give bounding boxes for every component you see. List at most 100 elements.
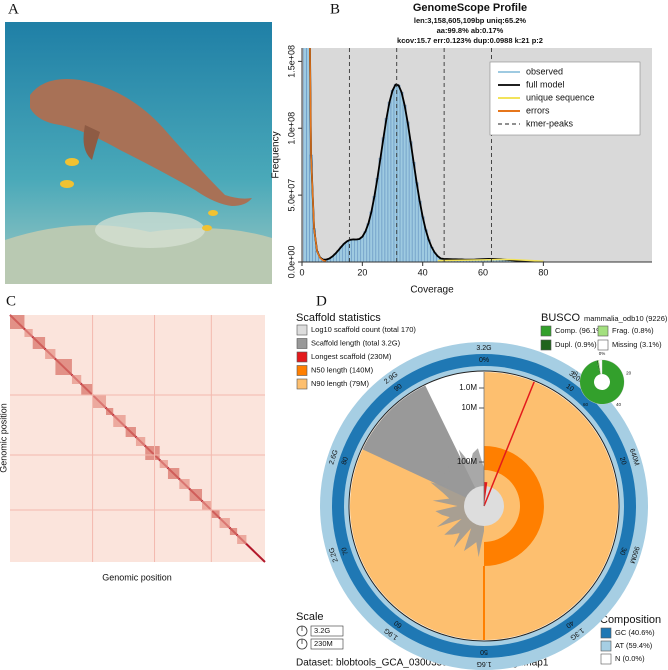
bar xyxy=(351,239,356,262)
ring-label: 1.6G xyxy=(476,660,491,667)
bar xyxy=(399,92,404,262)
photo-dugong xyxy=(30,79,252,206)
percent-label: 60 xyxy=(393,619,404,629)
y-tick-label: 1.0e+08 xyxy=(286,112,296,145)
chart-subtitle: kcov:15.7 err:0.123% dup:0.0988 k:21 p:2 xyxy=(397,36,543,45)
ring-label: 2.6G xyxy=(328,449,339,466)
legend-swatch xyxy=(296,338,308,349)
panel-label: D xyxy=(316,293,327,309)
bar xyxy=(345,240,349,262)
bar xyxy=(306,48,310,262)
chart-subtitle: aa:99.8% ab:0.17% xyxy=(437,26,504,35)
busco-tick-label: 0% xyxy=(599,351,606,356)
legend-label: AT (59.4%) xyxy=(615,641,653,650)
legend-swatch xyxy=(540,325,552,337)
hic-block xyxy=(45,349,56,359)
hic-block xyxy=(92,395,107,408)
legend-label: GC (40.6%) xyxy=(615,628,655,637)
photo-sand-cloud xyxy=(95,212,205,248)
hic-block xyxy=(145,446,160,460)
photo-fish xyxy=(208,210,218,216)
legend-swatch xyxy=(540,339,552,351)
bar xyxy=(402,104,407,262)
legend-label: Scaffold length (total 3.2G) xyxy=(311,338,401,347)
y-axis-label: Frequency xyxy=(271,131,282,178)
bar xyxy=(411,162,416,262)
legend-label: full model xyxy=(526,79,565,89)
panel-label: A xyxy=(8,1,19,17)
scale-box xyxy=(310,638,344,650)
chart-subtitle: len:3,158,605,109bp uniq:65.2% xyxy=(414,16,526,25)
percent-label: 30 xyxy=(618,546,627,556)
hic-block xyxy=(237,535,247,544)
bar xyxy=(405,121,410,262)
percent-label: 0% xyxy=(479,357,489,364)
chart-title: GenomeScope Profile xyxy=(413,2,527,14)
hic-block xyxy=(229,528,238,535)
n50-sector xyxy=(484,446,544,566)
legend-title: Scaffold statistics xyxy=(296,312,381,324)
bar xyxy=(378,157,383,262)
bar xyxy=(381,137,386,262)
busco-tick-label: 80 xyxy=(573,371,579,376)
percent-label: 70 xyxy=(341,546,350,556)
x-tick-label: 60 xyxy=(478,267,488,277)
legend-label: Longest scaffold (230M) xyxy=(311,352,392,361)
legend-label: Log10 scaffold count (total 170) xyxy=(311,325,416,334)
hic-block xyxy=(24,329,33,337)
x-axis-label: Genomic position xyxy=(102,572,172,582)
hic-block xyxy=(219,518,230,528)
hic-block xyxy=(81,384,93,395)
x-tick-label: 0 xyxy=(299,267,304,277)
busco-tick-label: 20 xyxy=(626,371,632,376)
legend-label: Frag. (0.8%) xyxy=(612,326,654,335)
scale-label: 3.2G xyxy=(314,626,330,635)
busco-dataset: mammalia_odb10 (9226) xyxy=(584,314,668,323)
percent-label: 20 xyxy=(618,456,627,466)
bar xyxy=(408,141,413,262)
legend-label: N (0.0%) xyxy=(615,654,645,663)
photo-dugong-flipper xyxy=(83,125,100,160)
bar xyxy=(366,223,371,262)
x-tick-label: 20 xyxy=(357,267,367,277)
series-line xyxy=(437,258,544,262)
hic-block xyxy=(125,427,136,437)
hic-block xyxy=(55,359,72,375)
hic-block xyxy=(202,501,212,510)
busco-segment xyxy=(597,360,601,375)
legend-label: N50 length (140M) xyxy=(311,365,374,374)
legend-label: observed xyxy=(526,66,563,76)
y-tick-label: 1.5e+08 xyxy=(286,45,296,78)
legend-title: Composition xyxy=(600,614,661,626)
hic-block xyxy=(179,479,190,489)
scale-label: 230M xyxy=(314,639,333,648)
x-axis-label: Coverage xyxy=(410,285,454,296)
photo-fish xyxy=(65,158,79,166)
busco-segment xyxy=(598,359,603,375)
y-tick-label: 5.0e+07 xyxy=(286,179,296,212)
legend-swatch xyxy=(296,324,308,336)
bar xyxy=(303,48,307,262)
legend-swatch xyxy=(597,325,609,337)
bar xyxy=(357,238,362,262)
bar xyxy=(384,118,389,262)
y-tick-label: 0.0e+00 xyxy=(286,246,296,279)
ring-label: 2.2G xyxy=(328,546,339,563)
busco-tick-label: 40 xyxy=(616,402,622,407)
bar xyxy=(363,231,368,262)
photo-sand xyxy=(5,225,272,284)
hic-block xyxy=(71,375,82,384)
legend-label: N90 length (79M) xyxy=(311,379,369,388)
radial-tick-label: 1.0M xyxy=(459,383,477,392)
percent-label: 10 xyxy=(564,383,575,393)
plot-area xyxy=(303,48,546,262)
hic-block xyxy=(135,437,146,446)
radial-tick-label: 100M xyxy=(457,457,477,466)
legend-swatch xyxy=(597,339,609,351)
hic-block xyxy=(10,315,25,329)
percent-label: 90 xyxy=(393,383,404,393)
bar xyxy=(387,101,392,262)
photo-fish xyxy=(60,180,74,188)
